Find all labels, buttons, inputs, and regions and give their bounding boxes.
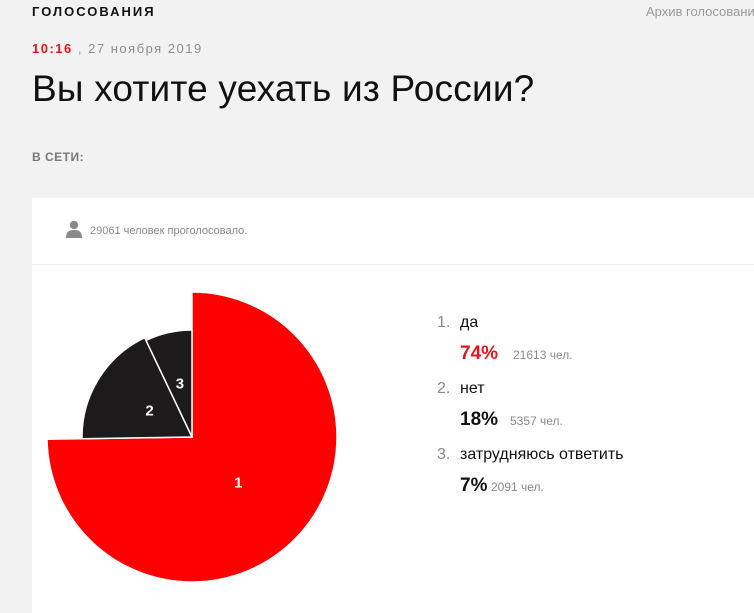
online-label: В СЕТИ: [32, 150, 85, 164]
legend-percent: 18% [460, 409, 499, 430]
voters-count: 29061 человек проголосовало. [90, 225, 248, 237]
legend-number: 3. [437, 446, 451, 463]
archive-link[interactable]: Архив голосований [646, 4, 754, 19]
pie-slice [46, 291, 338, 583]
post-meta: 10:16 , 27 ноября 2019 [32, 41, 203, 56]
pie-slice-label: 3 [176, 375, 184, 392]
legend-label: нет [460, 380, 485, 397]
pie-slice [145, 329, 193, 438]
poll-card-header: 29061 человек проголосовало. [32, 198, 754, 265]
section-title[interactable]: ГОЛОСОВАНИЯ [32, 4, 156, 19]
pie-slice [81, 336, 194, 440]
page-title: Вы хотите уехать из России? [32, 68, 535, 109]
legend-label: да [460, 314, 479, 331]
person-icon [66, 220, 82, 238]
legend-count: 21613 чел. [513, 348, 573, 362]
post-date: 27 ноября 2019 [88, 41, 203, 56]
legend-percent: 74% [460, 343, 499, 364]
pie-slice-label: 1 [234, 475, 242, 492]
post-time: 10:16 [32, 41, 73, 56]
legend-item: 1. да 74% 21613 чел. [437, 314, 737, 380]
poll-card: 29061 человек проголосовало. 1 2 3 1. да 7… [32, 198, 754, 613]
poll-legend: 1. да 74% 21613 чел. 2. нет 18% 5357 чел… [437, 314, 737, 512]
meta-separator: , [77, 41, 83, 56]
legend-label: затрудняюсь ответить [460, 446, 624, 463]
legend-count: 2091 чел. [491, 480, 544, 494]
legend-count: 5357 чел. [510, 414, 563, 428]
legend-percent: 7% [460, 475, 488, 496]
legend-item: 2. нет 18% 5357 чел. [437, 380, 737, 446]
legend-item: 3. затрудняюсь ответить 7% 2091 чел. [437, 446, 737, 512]
legend-number: 2. [437, 380, 451, 397]
legend-number: 1. [437, 314, 451, 331]
poll-pie-chart: 1 2 3 [46, 291, 338, 583]
pie-slice-label: 2 [145, 403, 153, 420]
